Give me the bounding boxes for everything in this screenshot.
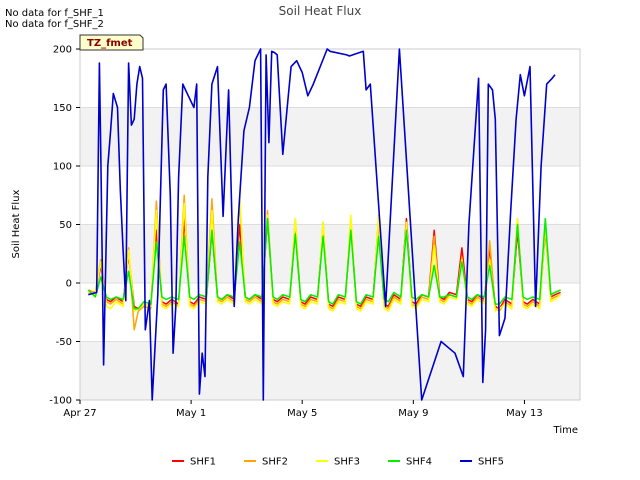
background-bands <box>80 107 580 400</box>
band-2 <box>80 107 580 166</box>
series-shf5-line <box>88 48 556 401</box>
x-tick-label-0: Apr 27 <box>63 408 96 419</box>
legend-label-shf5: SHF5 <box>478 457 504 468</box>
y-tick-label-3: 50 <box>59 220 72 231</box>
band-0 <box>80 341 580 400</box>
legend: SHF1 SHF2 SHF3 SHF4 SHF5 <box>172 457 504 468</box>
legend-label-shf3: SHF3 <box>334 457 360 468</box>
x-axis-title: Time <box>553 425 578 436</box>
x-tick-label-1: May 1 <box>176 408 206 419</box>
x-tick-label-4: May 13 <box>506 408 543 419</box>
legend-label-shf1: SHF1 <box>190 457 216 468</box>
no-data-line-2: No data for f_SHF_2 <box>5 19 104 30</box>
no-data-line-1: No data for f_SHF_1 <box>5 8 104 19</box>
y-tick-label-1: -50 <box>56 337 72 348</box>
x-axis-ticks: Apr 27 May 1 May 5 May 9 May 13 <box>63 400 543 419</box>
y-axis-ticks: -100 -50 0 50 100 150 200 <box>49 45 80 407</box>
y-tick-label-5: 150 <box>53 103 72 114</box>
site-label: TZ_fmet <box>87 38 133 49</box>
y-axis-title: Soil Heat Flux <box>11 189 22 258</box>
y-tick-label-2: 0 <box>66 279 72 290</box>
y-tick-label-6: 200 <box>53 45 72 56</box>
chart-title: Soil Heat Flux <box>279 4 362 18</box>
series-shf4-line <box>87 217 561 310</box>
x-tick-label-3: May 9 <box>398 408 428 419</box>
y-tick-label-4: 100 <box>53 162 72 173</box>
x-tick-label-2: May 5 <box>287 408 317 419</box>
y-tick-label-0: -100 <box>49 396 72 407</box>
legend-label-shf2: SHF2 <box>262 457 288 468</box>
legend-label-shf4: SHF4 <box>406 457 432 468</box>
series-lines <box>87 48 562 401</box>
site-label-box: TZ_fmet <box>79 34 144 51</box>
band-1 <box>80 224 580 283</box>
